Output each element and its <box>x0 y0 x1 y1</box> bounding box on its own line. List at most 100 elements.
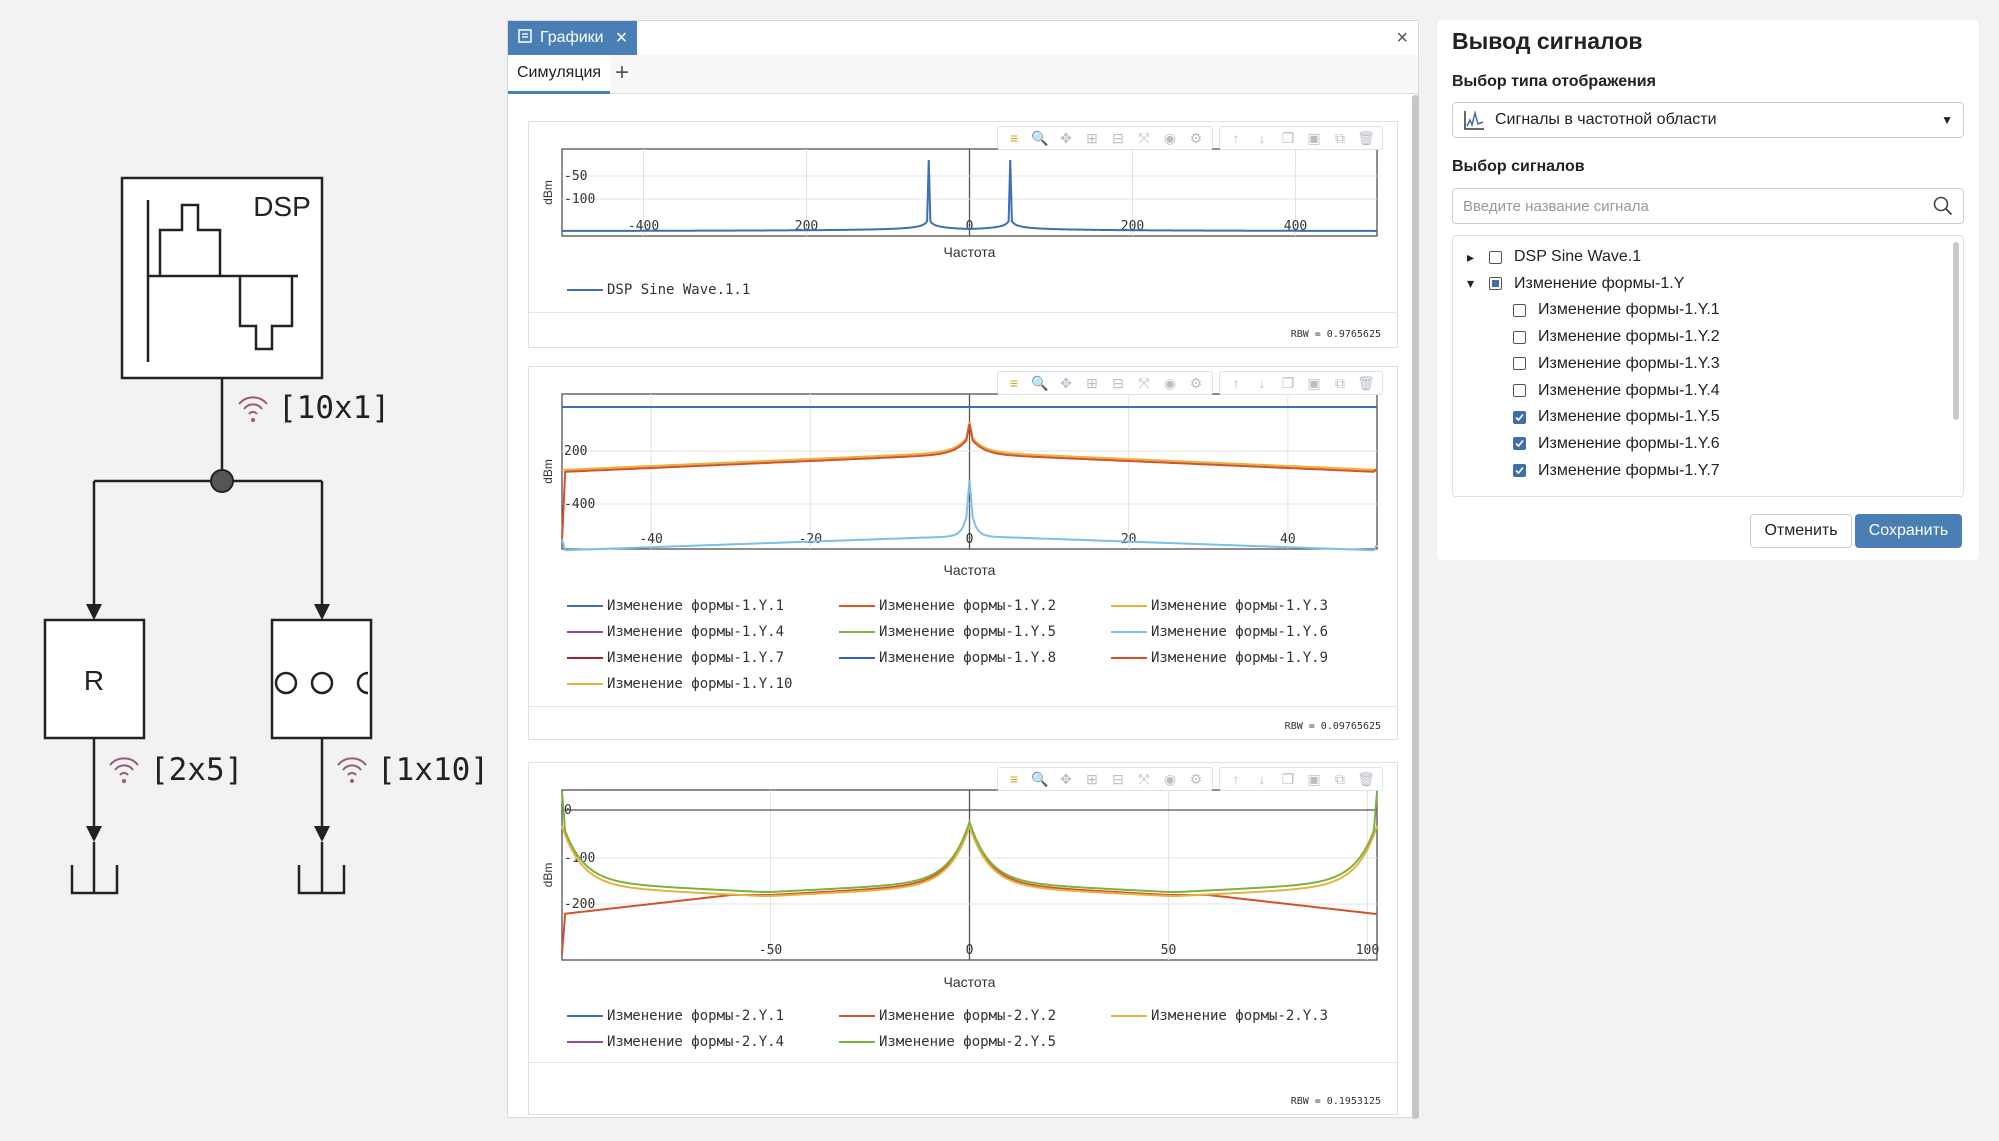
zoom-in-icon[interactable]: ⊞ <box>1086 129 1098 146</box>
autoscale-icon[interactable]: ⤧ <box>1138 129 1150 146</box>
tree-item[interactable]: Изменение формы-1.Y.6 <box>1513 431 1720 457</box>
legend-item[interactable]: Изменение формы-1.Y.4 <box>567 622 839 642</box>
dsp-block[interactable]: DSP <box>120 176 324 380</box>
signal-search-input[interactable] <box>1453 190 1933 222</box>
cancel-button[interactable]: Отменить <box>1750 514 1852 548</box>
duplicate-icon[interactable]: ⧉ <box>1335 770 1345 787</box>
arrow-down-icon[interactable]: ↓ <box>1258 130 1266 146</box>
graphs-window-tab[interactable]: Графики × <box>508 21 638 55</box>
legend-item[interactable]: Изменение формы-2.Y.4 <box>567 1032 839 1052</box>
arrow-up-icon[interactable]: ↑ <box>1232 771 1240 787</box>
autoscale-icon[interactable]: ⤧ <box>1138 374 1150 391</box>
arrow-down-icon[interactable]: ↓ <box>1258 771 1266 787</box>
zoom-in-icon[interactable]: ⊞ <box>1086 374 1098 391</box>
legend-item[interactable]: Изменение формы-1.Y.6 <box>1111 622 1383 642</box>
duplicate-icon[interactable]: ⧉ <box>1335 129 1345 146</box>
search-icon[interactable] <box>1933 196 1953 216</box>
tree-item[interactable]: Изменение формы-1.Y.5 <box>1513 404 1720 430</box>
reshape-block[interactable] <box>270 618 373 740</box>
zoom-out-icon[interactable]: ⊟ <box>1112 129 1124 146</box>
arrow-up-icon[interactable]: ↑ <box>1232 130 1240 146</box>
arrow-up-icon[interactable]: ↑ <box>1232 375 1240 391</box>
tree-scrollbar[interactable] <box>1953 242 1959 420</box>
pan-icon[interactable]: ✥ <box>1060 129 1072 146</box>
add-tab-icon[interactable]: + <box>615 59 630 86</box>
arrow-down-icon[interactable]: ↓ <box>1258 375 1266 391</box>
checkbox[interactable] <box>1513 357 1526 371</box>
legend-item[interactable]: Изменение формы-1.Y.9 <box>1111 648 1383 668</box>
camera-icon[interactable]: ◉ <box>1163 770 1177 787</box>
legend-item[interactable]: Изменение формы-1.Y.3 <box>1111 596 1383 616</box>
zoom-out-icon[interactable]: ⊟ <box>1112 374 1124 391</box>
pan-icon[interactable]: ✥ <box>1060 374 1072 391</box>
caret-right-icon[interactable]: ▸ <box>1467 248 1475 265</box>
paste-icon[interactable]: ▣ <box>1307 129 1321 146</box>
tree-item[interactable]: Изменение формы-1.Y.4 <box>1513 378 1720 404</box>
close-window-icon[interactable]: × <box>1396 27 1408 49</box>
trash-icon[interactable]: 🗑 <box>1357 129 1375 146</box>
tree-item[interactable]: Изменение формы-1.Y.7 <box>1513 458 1720 484</box>
settings-icon[interactable]: ⚙ <box>1189 129 1203 146</box>
legend-item[interactable]: Изменение формы-2.Y.3 <box>1111 1006 1383 1026</box>
zoom-out-icon[interactable]: ⊟ <box>1112 770 1124 787</box>
checkbox[interactable] <box>1489 250 1502 264</box>
checkbox[interactable] <box>1489 277 1502 291</box>
chevron-down-icon[interactable]: ▼ <box>1941 113 1953 127</box>
trash-icon[interactable]: 🗑 <box>1357 770 1375 787</box>
paste-icon[interactable]: ▣ <box>1307 770 1321 787</box>
copy-icon[interactable]: ❐ <box>1281 129 1295 146</box>
plot-2[interactable]: -40 -20 0 20 40 200 -400 dBm Частота <box>529 367 1399 741</box>
close-icon[interactable]: × <box>615 26 628 49</box>
display-type-select[interactable]: Сигналы в частотной области ▼ <box>1452 102 1964 138</box>
legend-item[interactable]: Изменение формы-1.Y.7 <box>567 648 839 668</box>
y-tick-label: 0 <box>564 803 572 818</box>
tree-item[interactable]: Изменение формы-1.Y.3 <box>1513 351 1720 377</box>
zoom-icon[interactable]: 🔍 <box>1031 129 1049 146</box>
checkbox[interactable] <box>1513 384 1526 397</box>
r-block[interactable]: R <box>43 618 146 740</box>
legend-icon[interactable]: ≡ <box>1009 130 1019 146</box>
legend-icon[interactable]: ≡ <box>1009 375 1019 391</box>
duplicate-icon[interactable]: ⧉ <box>1335 374 1345 391</box>
legend-item[interactable]: Изменение формы-1.Y.8 <box>839 648 1111 668</box>
caret-down-icon[interactable]: ▾ <box>1467 275 1475 292</box>
autoscale-icon[interactable]: ⤧ <box>1138 770 1150 787</box>
tree-item[interactable]: ▸ DSP Sine Wave.1 <box>1467 244 1641 270</box>
settings-icon[interactable]: ⚙ <box>1189 374 1203 391</box>
checkbox[interactable] <box>1513 437 1526 451</box>
legend-item[interactable]: Изменение формы-1.Y.1 <box>567 596 839 616</box>
legend-icon[interactable]: ≡ <box>1009 771 1019 787</box>
checkbox[interactable] <box>1513 464 1526 478</box>
legend-item[interactable]: Изменение формы-1.Y.2 <box>839 596 1111 616</box>
legend: Изменение формы-1.Y.1 Изменение формы-1.Y… <box>567 596 1383 694</box>
paste-icon[interactable]: ▣ <box>1307 374 1321 391</box>
copy-icon[interactable]: ❐ <box>1281 374 1295 391</box>
camera-icon[interactable]: ◉ <box>1163 374 1177 391</box>
legend-item[interactable]: DSP Sine Wave.1.1 <box>567 280 839 300</box>
checkbox[interactable] <box>1513 303 1526 317</box>
copy-icon[interactable]: ❐ <box>1281 770 1295 787</box>
checkbox[interactable] <box>1513 410 1526 424</box>
zoom-icon[interactable]: 🔍 <box>1031 770 1049 787</box>
zoom-icon[interactable]: 🔍 <box>1031 374 1049 391</box>
legend-item[interactable]: Изменение формы-1.Y.5 <box>839 622 1111 642</box>
camera-icon[interactable]: ◉ <box>1163 129 1177 146</box>
zoom-in-icon[interactable]: ⊞ <box>1086 770 1098 787</box>
tab-simulation[interactable]: Симуляция <box>508 55 611 94</box>
legend-item[interactable]: Изменение формы-2.Y.5 <box>839 1032 1111 1052</box>
tree-item[interactable]: Изменение формы-1.Y.1 <box>1513 297 1720 323</box>
tree-item[interactable]: ▾ Изменение формы-1.Y <box>1467 271 1684 297</box>
settings-icon[interactable]: ⚙ <box>1189 770 1203 787</box>
legend-item[interactable]: Изменение формы-2.Y.2 <box>839 1006 1111 1026</box>
save-button[interactable]: Сохранить <box>1855 514 1962 548</box>
trash-icon[interactable]: 🗑 <box>1357 374 1375 391</box>
legend-item[interactable]: Изменение формы-1.Y.10 <box>567 674 839 694</box>
pan-icon[interactable]: ✥ <box>1060 770 1072 787</box>
checkbox[interactable] <box>1513 330 1526 344</box>
legend-item[interactable]: Изменение формы-2.Y.1 <box>567 1006 839 1026</box>
tree-item[interactable]: Изменение формы-1.Y.2 <box>1513 324 1720 350</box>
series-line <box>561 791 1378 893</box>
graphs-scrollbar[interactable] <box>1412 95 1419 1119</box>
